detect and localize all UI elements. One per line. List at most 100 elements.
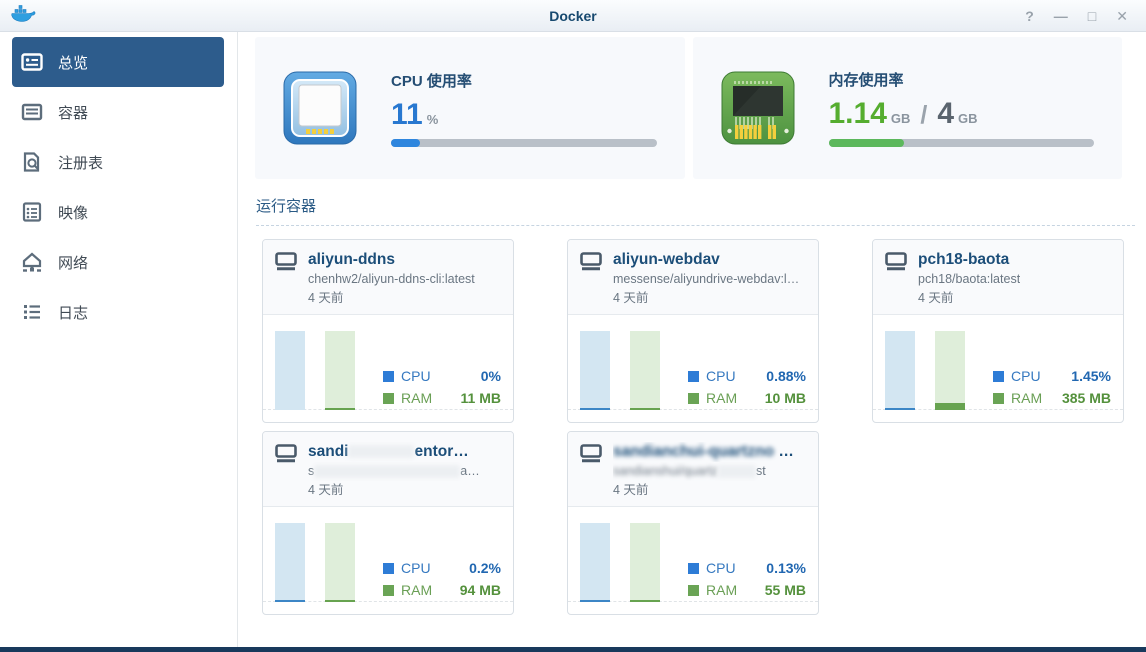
chart-baseline [263, 409, 513, 410]
container-card[interactable]: aliyun-ddns chenhw2/aliyun-ddns-cli:lates… [262, 239, 514, 423]
registry-icon [20, 150, 44, 174]
container-cards-grid: aliyun-ddns chenhw2/aliyun-ddns-cli:lates… [262, 239, 1146, 615]
container-image-text: s [308, 464, 315, 478]
ram-legend-swatch [688, 584, 699, 596]
container-card-body: CPU 0.2% RAM 94 MB [263, 507, 513, 614]
container-card[interactable]: pch18-baota pch18/baota:latest 4 天前 CPU 1.45… [872, 239, 1124, 423]
minimize-icon[interactable]: — [1053, 7, 1068, 24]
cpu-legend-label: CPU [401, 368, 431, 384]
ram-usage-value: 94 MB [459, 582, 501, 598]
sidebar-item-containers[interactable]: 容器 [0, 87, 237, 137]
window-controls: ? — □ ✕ [1025, 9, 1128, 23]
ram-legend-label: RAM [1011, 390, 1043, 406]
overview-icon [20, 50, 44, 74]
memory-progress-track [828, 139, 1094, 147]
usage-legend: CPU 1.45% RAM 385 MB [993, 365, 1111, 409]
container-card[interactable]: sandi entor… s a… 4 天前 CPU 0.2% RAM 94 MB [262, 431, 514, 615]
container-age: 4 天前 [308, 291, 344, 305]
container-name-text: aliyun-ddns [308, 251, 395, 268]
sidebar-item-label: 注册表 [58, 154, 104, 172]
logs-icon [20, 300, 44, 324]
container-name: sandi entor… [308, 442, 480, 462]
cpu-legend-label: CPU [1011, 368, 1041, 384]
container-card-header: aliyun-ddns chenhw2/aliyun-ddns-cli:lates… [263, 240, 513, 315]
container-name: sandianchui-quartzno … [613, 442, 794, 462]
usage-legend: CPU 0% RAM 11 MB [383, 365, 501, 409]
container-age: 4 天前 [613, 483, 649, 497]
container-image-text: chenhw2/aliyun-ddns-cli:latest [308, 272, 475, 286]
cpu-usage-bar [580, 523, 610, 602]
memory-usage-panel: 内存使用率 1.14 GB / 4 GB [692, 37, 1122, 179]
container-image-text: st [755, 464, 766, 478]
container-icon [580, 252, 602, 308]
container-icon [275, 252, 297, 308]
ram-usage-value: 385 MB [1061, 390, 1111, 406]
container-image: messense/aliyundrive-webdav:l… [613, 270, 799, 289]
blurred-text: sandianshui/quartz [613, 464, 718, 478]
blurred-text: sandianchui-quartzno [613, 443, 775, 460]
ram-usage-bar [630, 331, 660, 410]
container-image-text: a… [460, 464, 480, 478]
ram-chip-icon [721, 71, 795, 145]
redacted-text [314, 465, 461, 479]
container-name-text: … [774, 443, 794, 460]
sidebar-item-images[interactable]: 映像 [0, 187, 237, 237]
container-name-text: sandi [308, 443, 349, 460]
network-icon [20, 250, 44, 274]
cpu-usage-panel: CPU 使用率 11 % [255, 37, 685, 179]
ram-legend-label: RAM [706, 582, 738, 598]
container-name-text: pch18-baota [918, 251, 1010, 268]
container-image-text: pch18/baota:latest [918, 272, 1021, 286]
container-age: 4 天前 [613, 291, 649, 305]
container-card-header: sandianchui-quartzno … sandianshui/quartz… [568, 432, 818, 507]
cpu-usage-value: 0.13% [766, 560, 806, 576]
docker-logo-icon [10, 3, 36, 28]
sidebar-item-logs[interactable]: 日志 [0, 287, 237, 337]
ram-usage-value: 10 MB [764, 390, 806, 406]
cpu-legend-label: CPU [706, 368, 736, 384]
cpu-usage-bar [275, 523, 305, 602]
help-icon[interactable]: ? [1025, 7, 1034, 24]
container-icon [275, 444, 297, 500]
cpu-usage-bar [275, 331, 305, 410]
ram-legend-row: RAM 385 MB [993, 387, 1111, 409]
chart-baseline [263, 601, 513, 602]
cpu-legend-row: CPU 0.88% [688, 365, 806, 387]
running-containers-title: 运行容器 [256, 195, 1135, 226]
cpu-usage-unit: % [426, 111, 439, 127]
container-image: s a… [308, 462, 480, 481]
container-card[interactable]: sandianchui-quartzno … sandianshui/quartz… [567, 431, 819, 615]
ram-legend-label: RAM [706, 390, 738, 406]
ram-usage-bar [325, 331, 355, 410]
usage-legend: CPU 0.2% RAM 94 MB [383, 557, 501, 601]
containers-icon [20, 100, 44, 124]
cpu-legend-row: CPU 1.45% [993, 365, 1111, 387]
maximize-icon[interactable]: □ [1087, 7, 1097, 24]
sidebar-item-label: 容器 [58, 104, 89, 122]
sidebar-item-overview[interactable]: 总览 [12, 37, 224, 87]
ram-legend-swatch [383, 584, 394, 596]
cpu-progress-track [391, 138, 657, 147]
container-card-header: sandi entor… s a… 4 天前 [263, 432, 513, 507]
sidebar-item-network[interactable]: 网络 [0, 237, 237, 287]
cpu-legend-label: CPU [401, 560, 431, 576]
cpu-legend-row: CPU 0% [383, 365, 501, 387]
cpu-legend-swatch [383, 562, 394, 574]
ram-bar-fill [325, 408, 355, 410]
container-card[interactable]: aliyun-webdav messense/aliyundrive-webdav… [567, 239, 819, 423]
cpu-legend-row: CPU 0.2% [383, 557, 501, 579]
container-icon [885, 252, 907, 308]
sidebar-item-label: 日志 [58, 304, 89, 322]
sidebar-item-registry[interactable]: 注册表 [0, 137, 237, 187]
container-name: pch18-baota [918, 250, 1020, 270]
container-card-text: pch18-baota pch18/baota:latest 4 天前 [918, 250, 1020, 308]
ram-bar-fill [630, 408, 660, 410]
cpu-usage-value: 0.88% [766, 368, 806, 384]
ram-usage-bar [630, 523, 660, 602]
cpu-usage-value: 0.2% [469, 560, 501, 576]
container-card-text: sandianchui-quartzno … sandianshui/quartz… [613, 442, 794, 500]
ram-legend-label: RAM [401, 582, 433, 598]
cpu-bar-fill [275, 600, 305, 602]
container-card-body: CPU 0% RAM 11 MB [263, 315, 513, 422]
close-icon[interactable]: ✕ [1116, 7, 1128, 24]
